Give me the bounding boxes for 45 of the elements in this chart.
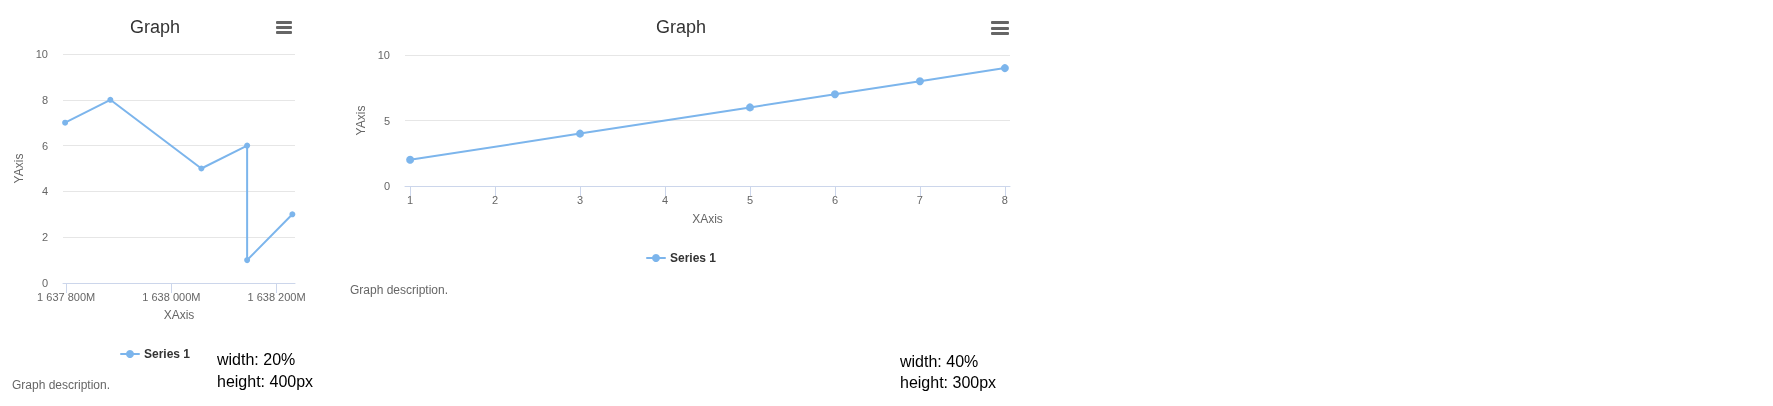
x-tick-label: 1 637 800M [37, 290, 96, 303]
point [1000, 64, 1009, 73]
point [576, 129, 585, 138]
x-tick-label: 1 638 200M [247, 290, 306, 303]
y-tick-label: 8 [41, 93, 48, 106]
text: width: 40% [900, 352, 979, 372]
text: height: 300px [900, 373, 997, 393]
y-tick-label: 5 [383, 114, 390, 127]
x-tick-label: 3 [576, 193, 584, 206]
y-tick-label: 10 [35, 48, 48, 60]
x-tick-label: 1 [407, 193, 414, 206]
y-tick-label: 10 [377, 49, 390, 61]
y-tick-label: 0 [41, 277, 48, 289]
y-tick-label: 0 [383, 180, 390, 192]
point [406, 155, 415, 164]
text: height: 400px [217, 372, 314, 392]
text: Graph description. [12, 378, 111, 392]
point [745, 103, 754, 112]
point [915, 77, 924, 86]
y-tick-label: 2 [41, 231, 48, 244]
x-tick-label: 4 [661, 193, 669, 206]
chart-title: Graph [129, 17, 181, 37]
y-tick-label: 6 [41, 139, 48, 152]
point [244, 142, 251, 149]
y-tick-label: 4 [41, 185, 48, 198]
x-tick-label: 2 [492, 193, 499, 206]
point [107, 96, 114, 103]
point [830, 90, 839, 99]
chart-title: Graph [655, 17, 707, 37]
x-axis-title: XAxis [692, 212, 723, 226]
y-axis-title: YAxis [353, 105, 368, 136]
x-tick-label: 8 [1001, 193, 1008, 206]
text: width: 20% [217, 350, 296, 370]
x-tick-label: 7 [916, 193, 923, 206]
point [62, 119, 69, 126]
x-axis-title: XAxis [163, 308, 195, 322]
point [244, 257, 251, 264]
legend-label: Series 1 [669, 251, 717, 265]
x-tick-label: 6 [831, 193, 839, 206]
legend-label: Series 1 [143, 347, 191, 361]
x-tick-label: 1 638 000M [142, 290, 201, 303]
x-tick-label: 5 [746, 193, 754, 206]
y-axis-title: YAxis [11, 153, 26, 184]
text: Graph description. [350, 283, 449, 297]
point [289, 211, 296, 218]
